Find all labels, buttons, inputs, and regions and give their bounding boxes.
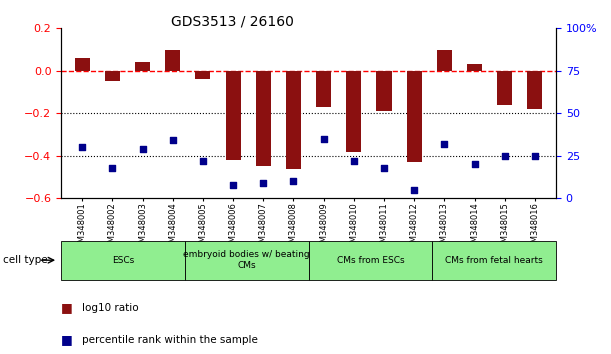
Point (439, 141, 449, 147)
Point (470, 161, 480, 167)
Text: embryoid bodies w/ beating
CMs: embryoid bodies w/ beating CMs (183, 251, 310, 270)
Bar (165, 50, 180, 71)
Bar (316, 71, 331, 107)
Bar (437, 50, 452, 71)
Bar (196, 71, 210, 79)
Bar (376, 71, 392, 111)
Point (349, 158, 359, 164)
Point (500, 153, 510, 159)
Bar (467, 64, 482, 71)
Bar (105, 71, 120, 81)
Point (137, 146, 147, 152)
Point (379, 165, 389, 171)
Text: log10 ratio: log10 ratio (82, 303, 139, 313)
Bar (75, 58, 90, 71)
Text: ■: ■ (61, 302, 73, 314)
Point (319, 136, 329, 142)
Text: cell type: cell type (3, 255, 48, 265)
Point (168, 138, 178, 143)
Point (108, 165, 117, 171)
Bar (497, 71, 512, 105)
Point (258, 180, 268, 186)
Point (78, 144, 87, 150)
Bar (407, 71, 422, 162)
Text: percentile rank within the sample: percentile rank within the sample (82, 335, 258, 345)
Text: CMs from fetal hearts: CMs from fetal hearts (445, 256, 543, 265)
Bar (256, 71, 271, 166)
Text: GDS3513 / 26160: GDS3513 / 26160 (170, 14, 294, 28)
Text: CMs from ESCs: CMs from ESCs (337, 256, 404, 265)
Bar (346, 71, 361, 152)
Text: ESCs: ESCs (112, 256, 134, 265)
Point (198, 158, 208, 164)
Point (288, 178, 298, 184)
Bar (286, 71, 301, 169)
Text: ■: ■ (61, 333, 73, 346)
Bar (135, 62, 150, 71)
Point (409, 187, 419, 193)
Bar (225, 71, 241, 160)
Point (229, 182, 238, 188)
Point (530, 153, 540, 159)
Bar (527, 71, 543, 109)
